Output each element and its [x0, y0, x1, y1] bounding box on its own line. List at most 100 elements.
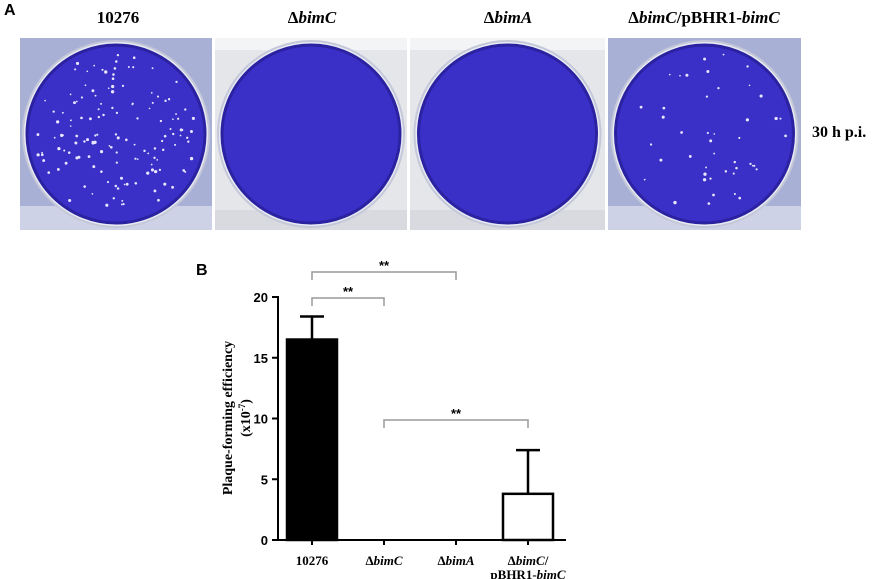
plaque-dot	[160, 139, 164, 143]
plaque-dot	[169, 128, 172, 131]
plaque-dot	[100, 170, 103, 173]
plaque-dot	[712, 193, 715, 197]
plaque-dot	[119, 176, 124, 180]
plaque-dot	[156, 95, 160, 98]
panel-a-letter: A	[4, 2, 16, 19]
plaque-dot	[717, 87, 720, 90]
plate-label-complemented: ΔbimC/pBHR1-bimC	[604, 8, 804, 28]
plaque-dot	[779, 117, 782, 120]
plaque-dot	[738, 196, 742, 200]
plaque-dot	[75, 100, 78, 103]
plaque-dot	[74, 68, 77, 71]
plaque-dot	[86, 138, 90, 142]
plaque-dot	[83, 140, 86, 143]
plaque-dot	[702, 178, 707, 182]
plaque-dot	[738, 136, 741, 140]
x-tick-label: pBHR1-bimC	[490, 567, 565, 579]
plaque-dot	[108, 145, 111, 147]
plaque-dot	[97, 108, 100, 111]
plaque-dot	[722, 53, 725, 56]
plaque-dot	[755, 168, 758, 171]
plate-label-delta-bima: ΔbimA	[408, 8, 608, 28]
plaque-dot	[83, 185, 86, 188]
plaque-dot	[163, 134, 167, 138]
plaque-dot	[101, 68, 104, 71]
plaque-dot	[751, 164, 754, 167]
plaque-dot	[75, 156, 79, 160]
plaque-dot	[153, 156, 156, 160]
plaque-dot	[52, 110, 55, 113]
plaque-dot	[688, 154, 692, 158]
panel-b-letter: B	[196, 262, 208, 279]
y-tick-label: 15	[254, 351, 268, 366]
plaque-dot	[121, 84, 125, 87]
plaque-dot	[649, 143, 653, 146]
plaque-dot	[94, 134, 97, 137]
plaque-dot	[156, 159, 159, 161]
plaque-dot	[127, 65, 130, 68]
plaque-dot	[67, 151, 71, 154]
plaque-dot	[705, 95, 709, 98]
plaque-dot	[107, 87, 110, 90]
plaque-dot	[175, 113, 177, 115]
plaque-dot	[148, 107, 151, 110]
plaque-dot	[150, 163, 153, 166]
plaque-dot	[53, 136, 56, 139]
plate-label-part: bimC	[741, 8, 780, 27]
y-axis-title-units: (x10-7)	[237, 399, 254, 437]
plate-label-part: Δ	[483, 8, 495, 27]
plaque-dot	[172, 118, 174, 121]
plaque-dot	[713, 133, 716, 135]
plaque-dot	[685, 73, 689, 77]
y-tick-label: 0	[261, 533, 268, 548]
agar-edge	[220, 43, 402, 225]
x-tick-label-part: Δ	[508, 553, 516, 568]
x-tick-label-part: Δ	[437, 553, 445, 568]
plate-label-part: Δ	[287, 8, 299, 27]
plaque-dot	[643, 178, 646, 181]
agar-edge	[25, 43, 207, 225]
plaque-dot	[774, 116, 778, 121]
plaque-dot	[94, 94, 97, 97]
y-tick-label: 10	[254, 412, 268, 427]
plaque-dot	[96, 133, 99, 136]
plaque-dot	[745, 118, 749, 122]
plaque-dot	[184, 108, 187, 111]
x-tick-label-part: pBHR1-	[490, 567, 536, 579]
x-tick-label-part: 10276	[296, 553, 329, 568]
plaque-dot	[143, 149, 146, 153]
units-base: (x10	[239, 411, 254, 437]
plaque-dot	[80, 96, 84, 99]
plaque-dot	[132, 66, 135, 69]
plate-image-10276	[20, 38, 212, 230]
plaque-dot	[707, 202, 711, 205]
plaque-dot	[122, 203, 125, 206]
plaque-dot	[749, 162, 752, 165]
plaque-dot	[111, 106, 114, 110]
plate-photo-complemented	[608, 38, 801, 230]
plaque-dot	[125, 182, 129, 186]
plaque-dot	[87, 155, 91, 158]
plaque-dot	[41, 151, 43, 154]
bar-0	[285, 338, 339, 542]
plaque-dot	[75, 134, 79, 138]
significance-bracket	[311, 297, 385, 306]
plaque-dot	[174, 143, 177, 146]
plaque-dot	[68, 198, 72, 203]
plaque-dot	[115, 111, 119, 115]
plaque-dot	[84, 84, 87, 87]
plaque-dot	[661, 115, 665, 119]
plaque-dot	[679, 74, 681, 77]
agar-lawn	[418, 45, 597, 223]
plaque-dot	[146, 171, 150, 175]
plaque-dot	[153, 147, 157, 150]
plate-label-delta-bimc: ΔbimC	[212, 8, 412, 28]
plaque-dot	[121, 199, 124, 202]
plate-photo-10276	[20, 38, 212, 230]
plaque-dot	[147, 152, 150, 155]
significance-label: **	[343, 284, 354, 299]
plaque-dot	[158, 168, 162, 172]
plaque-dot	[63, 149, 66, 152]
significance-bracket	[311, 271, 457, 280]
plaque-dot	[64, 161, 68, 165]
